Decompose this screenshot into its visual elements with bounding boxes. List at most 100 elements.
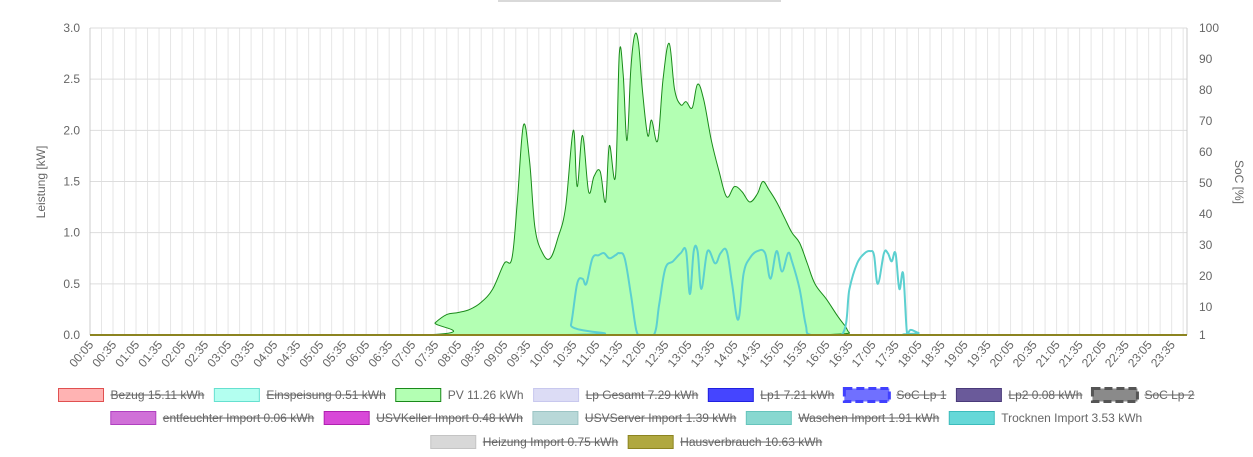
y-right-tick-label: 10 xyxy=(1199,300,1213,314)
x-tick-label: 20:05 xyxy=(987,338,1017,370)
legend-item[interactable]: Bezug 15.11 kWh xyxy=(58,388,205,402)
legend-item[interactable]: USVKeller Import 0.48 kWh xyxy=(323,411,523,425)
legend-item[interactable]: Lp Gesamt 7.29 kWh xyxy=(533,388,699,402)
y-right-tick-label: 80 xyxy=(1199,83,1213,97)
legend-swatch xyxy=(948,411,995,425)
series-area-0 xyxy=(90,33,1187,335)
legend-swatch xyxy=(213,388,260,402)
legend-item[interactable]: Lp2 0.08 kWh xyxy=(955,388,1083,402)
x-tick-label: 19:35 xyxy=(964,338,994,370)
y-left-tick-label: 1.0 xyxy=(63,226,80,240)
x-tick-label: 23:05 xyxy=(1125,338,1155,370)
x-tick-label: 13:05 xyxy=(665,338,695,370)
legend-item[interactable]: Hausverbrauch 10.63 kWh xyxy=(627,435,823,449)
x-tick-label: 02:35 xyxy=(181,338,211,370)
legend-swatch xyxy=(430,435,477,449)
x-tick-label: 06:05 xyxy=(342,338,372,370)
x-tick-label: 17:05 xyxy=(849,338,879,370)
x-tick-label: 21:35 xyxy=(1056,338,1086,370)
x-tick-label: 16:05 xyxy=(803,338,833,370)
x-tick-label: 03:05 xyxy=(204,338,234,370)
legend-item[interactable]: SoC Lp 1 xyxy=(842,387,947,403)
x-tick-label: 03:35 xyxy=(227,338,257,370)
x-tick-label: 14:35 xyxy=(734,338,764,370)
legend-item[interactable]: Waschen Import 1.91 kWh xyxy=(745,411,940,425)
x-tick-label: 07:05 xyxy=(388,338,418,370)
legend-swatch xyxy=(58,388,105,402)
x-tick-label: 02:05 xyxy=(158,338,188,370)
y-left-tick-label: 2.5 xyxy=(63,72,80,86)
x-tick-label: 10:35 xyxy=(550,338,580,370)
legend-label: PV 11.26 kWh xyxy=(448,388,524,402)
legend-swatch xyxy=(1090,387,1139,403)
legend-swatch xyxy=(532,411,579,425)
x-tick-label: 12:35 xyxy=(642,338,672,370)
chart-legend: Bezug 15.11 kWh Einspeisung 0.51 kWh PV 11… xyxy=(58,387,1195,449)
x-tick-label: 09:05 xyxy=(481,338,511,370)
x-tick-label: 15:05 xyxy=(757,338,787,370)
series-line-0 xyxy=(90,32,1187,336)
legend-swatch xyxy=(533,388,580,402)
x-tick-label: 05:35 xyxy=(319,338,349,370)
legend-swatch xyxy=(955,388,1002,402)
x-tick-label: 22:05 xyxy=(1079,338,1109,370)
legend-item[interactable]: Einspeisung 0.51 kWh xyxy=(213,388,386,402)
y-axis-left-title: Leistung [kW] xyxy=(34,146,48,219)
y-right-tick-label: 40 xyxy=(1199,207,1213,221)
x-tick-label: 23:35 xyxy=(1148,338,1178,370)
x-tick-label: 18:35 xyxy=(918,338,948,370)
y-left-tick-label: 0.5 xyxy=(63,277,80,291)
x-tick-label: 18:05 xyxy=(895,338,925,370)
x-tick-label: 11:05 xyxy=(573,338,603,370)
x-tick-label: 01:35 xyxy=(135,338,165,370)
y-right-tick-label: 20 xyxy=(1199,269,1213,283)
y-left-tick-label: 3.0 xyxy=(63,21,80,35)
legend-item[interactable]: Trocknen Import 3.53 kWh xyxy=(948,411,1142,425)
legend-swatch xyxy=(745,411,792,425)
x-tick-label: 00:05 xyxy=(66,338,96,370)
y-right-tick-label: 90 xyxy=(1199,52,1213,66)
x-tick-label: 09:35 xyxy=(504,338,534,370)
x-tick-label: 13:35 xyxy=(688,338,718,370)
legend-item[interactable]: USVServer Import 1.39 kWh xyxy=(532,411,737,425)
y-left-tick-label: 1.5 xyxy=(63,175,80,189)
y-axis-left-ticks: 0.0 0.5 1.0 1.5 2.0 2.5 3.0 xyxy=(63,21,80,342)
y-right-tick-label: 1 xyxy=(1199,328,1206,342)
x-tick-label: 04:35 xyxy=(273,338,303,370)
y-axis-right-ticks: 1 10 20 30 40 50 60 70 80 90 100 xyxy=(1199,21,1219,342)
x-tick-label: 05:05 xyxy=(296,338,326,370)
top-scroll-indicator xyxy=(498,0,781,2)
y-axis-right-title: SoC [%] xyxy=(1232,160,1246,204)
legend-item[interactable]: entfeuchter Import 0.06 kWh xyxy=(110,411,315,425)
x-tick-label: 16:35 xyxy=(826,338,856,370)
y-left-tick-label: 2.0 xyxy=(63,123,80,137)
y-right-tick-label: 100 xyxy=(1199,21,1219,35)
legend-item[interactable]: PV 11.26 kWh xyxy=(395,388,524,402)
x-tick-label: 10:05 xyxy=(527,338,557,370)
legend-swatch xyxy=(323,411,370,425)
x-tick-label: 00:35 xyxy=(89,338,119,370)
x-tick-label: 22:35 xyxy=(1102,338,1132,370)
x-tick-label: 21:05 xyxy=(1033,338,1063,370)
legend-swatch xyxy=(627,435,674,449)
legend-item[interactable]: SoC Lp 2 xyxy=(1090,387,1195,403)
x-tick-label: 20:35 xyxy=(1010,338,1040,370)
legend-label: Trocknen Import 3.53 kWh xyxy=(1001,411,1142,425)
x-tick-label: 06:35 xyxy=(365,338,395,370)
x-tick-label: 07:35 xyxy=(411,338,441,370)
legend-swatch xyxy=(707,388,754,402)
legend-item[interactable]: Lp1 7.21 kWh xyxy=(707,388,835,402)
legend-swatch xyxy=(395,388,442,402)
x-tick-label: 12:05 xyxy=(619,338,649,370)
x-tick-label: 01:05 xyxy=(112,338,142,370)
y-left-tick-label: 0.0 xyxy=(63,328,80,342)
y-right-tick-label: 50 xyxy=(1199,176,1213,190)
x-tick-label: 14:05 xyxy=(711,338,741,370)
legend-item[interactable]: Heizung Import 0.75 kWh xyxy=(430,435,619,449)
legend-swatch xyxy=(842,387,891,403)
series-line-1 xyxy=(90,244,1187,337)
x-axis-ticks: 00:0500:3501:0501:3502:0502:3503:0503:35… xyxy=(66,338,1178,370)
legend-swatch xyxy=(110,411,157,425)
x-tick-label: 17:35 xyxy=(872,338,902,370)
